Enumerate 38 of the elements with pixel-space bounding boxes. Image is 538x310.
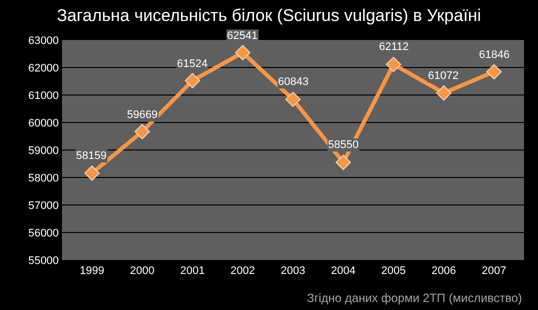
y-tick-label: 60000 — [28, 117, 59, 130]
text: Згідно даних форми 2ТП (мисливство) — [307, 291, 522, 305]
data-label: 59669 — [127, 109, 158, 121]
data-label: 58159 — [76, 150, 107, 162]
point — [336, 154, 351, 170]
data-label: 61524 — [177, 58, 208, 70]
point — [436, 85, 452, 101]
x-tick-label: 2004 — [331, 265, 356, 278]
data-label: 60843 — [278, 76, 309, 88]
y-tick-label: 57000 — [28, 200, 59, 212]
x-tick-label: 2000 — [130, 265, 154, 278]
y-tick-label: 59000 — [28, 144, 59, 157]
x-tick-label: 2006 — [432, 265, 456, 278]
data-label: 62112 — [379, 41, 409, 53]
data-label: 61846 — [479, 49, 510, 61]
point — [235, 44, 250, 60]
data-label: 62541 — [227, 30, 258, 42]
data-label: 61072 — [428, 70, 459, 82]
point — [486, 64, 502, 80]
y-tick-label: 58000 — [28, 172, 59, 184]
x-tick-label: 2005 — [381, 265, 406, 278]
point — [386, 56, 402, 72]
point — [134, 124, 150, 140]
data-label: 58550 — [328, 139, 359, 151]
x-tick-label: 2007 — [482, 265, 506, 278]
x-tick-label: 1999 — [80, 265, 104, 278]
y-tick-label: 55000 — [28, 254, 59, 267]
y-tick-label: 62000 — [28, 62, 59, 74]
y-tick-label: 56000 — [28, 227, 59, 240]
y-tick-label: 63000 — [28, 34, 59, 47]
x-tick-label: 2003 — [280, 265, 306, 278]
point — [184, 72, 200, 88]
chart-title: Загальна чисельність білок (Sciurus vulgaris) в Україні — [56, 6, 482, 26]
x-tick-label: 2001 — [180, 265, 205, 278]
point — [285, 92, 301, 107]
y-tick-label: 61000 — [28, 90, 59, 102]
x-tick-label: 2002 — [230, 265, 255, 278]
point — [84, 165, 100, 181]
